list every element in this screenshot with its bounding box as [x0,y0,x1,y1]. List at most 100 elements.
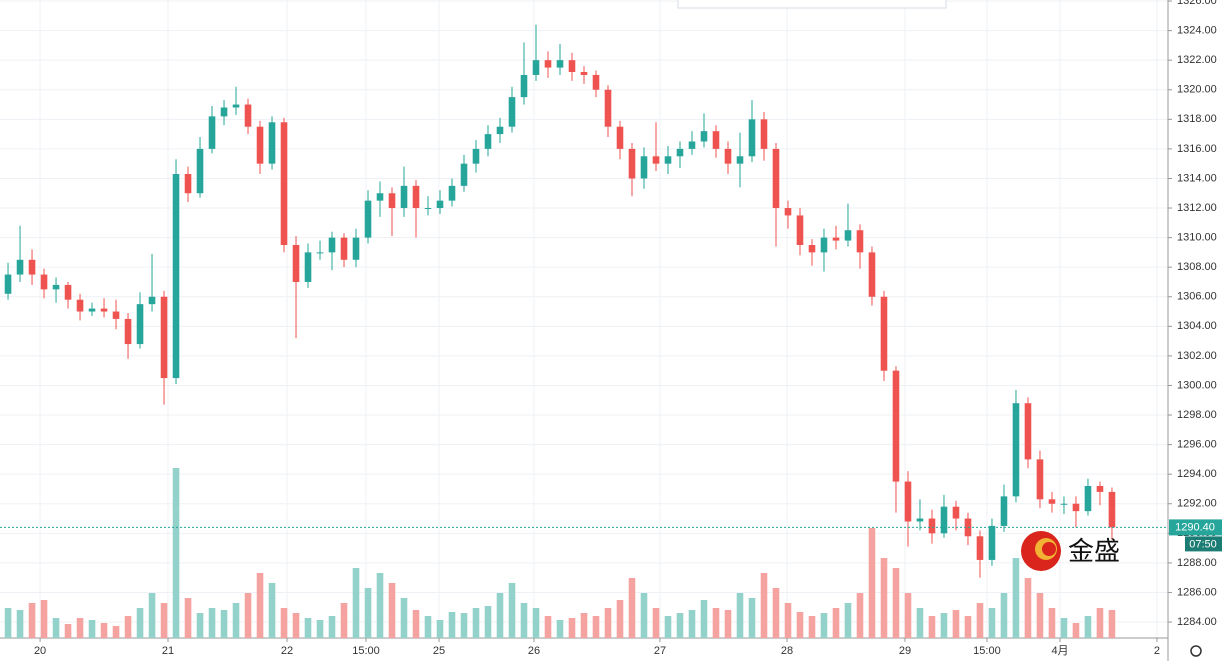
y-tick-label: 1324.00 [1177,25,1217,37]
volume-bar [772,588,780,638]
candle-body [112,311,120,319]
y-tick-label: 1284.00 [1177,616,1217,628]
volume-bar [532,608,540,638]
candle-body [124,318,132,345]
volume-bar [1084,616,1092,638]
candle-body [712,131,720,149]
candle-body [4,274,12,294]
candle-body [88,308,96,312]
volume-bar [16,610,24,638]
volume-bar [748,598,756,638]
volume-bar [928,616,936,638]
y-tick-label: 1322.00 [1177,54,1217,66]
volume-bar [172,468,180,638]
volume-bar [76,618,84,638]
candle-body [508,97,516,127]
y-tick-label: 1318.00 [1177,113,1217,125]
volume-bar [1036,593,1044,638]
candle-body [400,185,408,209]
logo-icon-core [1042,542,1056,556]
volume-bar [376,573,384,638]
candle-body [784,208,792,216]
volume-bar [352,568,360,638]
candle-body [880,296,888,371]
x-tick-label: 15:00 [352,645,380,657]
y-tick-label: 1294.00 [1177,468,1217,480]
volume-bar [940,613,948,638]
candle-body [544,60,552,68]
candle-body [172,174,180,379]
candle-body [40,274,48,290]
candle-body [184,174,192,194]
candle-body [364,200,372,238]
x-tick-label: 4月 [1051,645,1068,657]
candle-body [652,156,660,164]
y-tick-label: 1312.00 [1177,202,1217,214]
x-tick-label: 20 [34,645,46,657]
volume-bar [64,624,72,638]
trade-panel[interactable] [677,0,947,9]
volume-bar [328,616,336,638]
candle-body [676,148,684,157]
volume-bar [1060,618,1068,638]
volume-bar [580,613,588,638]
candle-body [580,72,588,75]
candle-body [1036,459,1044,500]
volume-bar [460,613,468,638]
candle-body [436,200,444,209]
volume-bar [988,608,996,638]
volume-bar [148,593,156,638]
volume-bar [796,612,804,638]
settings-icon[interactable] [1190,645,1202,657]
volume-bar [880,558,888,638]
candle-body [1048,499,1056,504]
last-price-label: 1290.40 [1175,521,1215,533]
candle-body [160,296,168,379]
volume-bar [316,620,324,638]
candle-body [412,185,420,209]
volume-bar [436,620,444,638]
candle-body [724,148,732,164]
candle-body [16,259,24,275]
candle-body [892,370,900,482]
y-tick-label: 1304.00 [1177,320,1217,332]
volume-bar [184,598,192,638]
candle-body [280,122,288,245]
y-tick-label: 1326.00 [1177,0,1217,7]
candle-body [1072,503,1080,512]
volume-bar [136,608,144,638]
candle-body [628,148,636,179]
volume-bar [604,608,612,638]
volume-bar [448,612,456,638]
volume-bar [220,610,228,638]
candle-body [244,104,252,127]
volume-bar [676,613,684,638]
candle-body [472,148,480,164]
candle-body [616,126,624,149]
volume-bar [160,603,168,638]
countdown-label: 07:50 [1189,538,1217,550]
volume-bar [904,593,912,638]
volume-bar [112,626,120,638]
volume-bar [340,603,348,638]
candle-body [832,237,840,241]
candle-body [568,60,576,73]
x-tick-label: 21 [162,645,174,657]
candle-body [268,122,276,164]
candle-body [304,252,312,282]
volume-bar [1048,608,1056,638]
candle-body [700,131,708,142]
candle-body [856,230,864,253]
volume-bar [304,618,312,638]
volume-bar [784,603,792,638]
candle-body [928,518,936,534]
volume-bar [556,620,564,638]
volume-bar [1012,558,1020,638]
candle-body [772,148,780,209]
volume-bar [724,610,732,638]
candle-body [76,299,84,312]
candle-body [1060,503,1068,505]
candle-body [28,259,36,275]
x-tick-label: 25 [433,645,445,657]
x-tick-label: 15:00 [973,645,1001,657]
